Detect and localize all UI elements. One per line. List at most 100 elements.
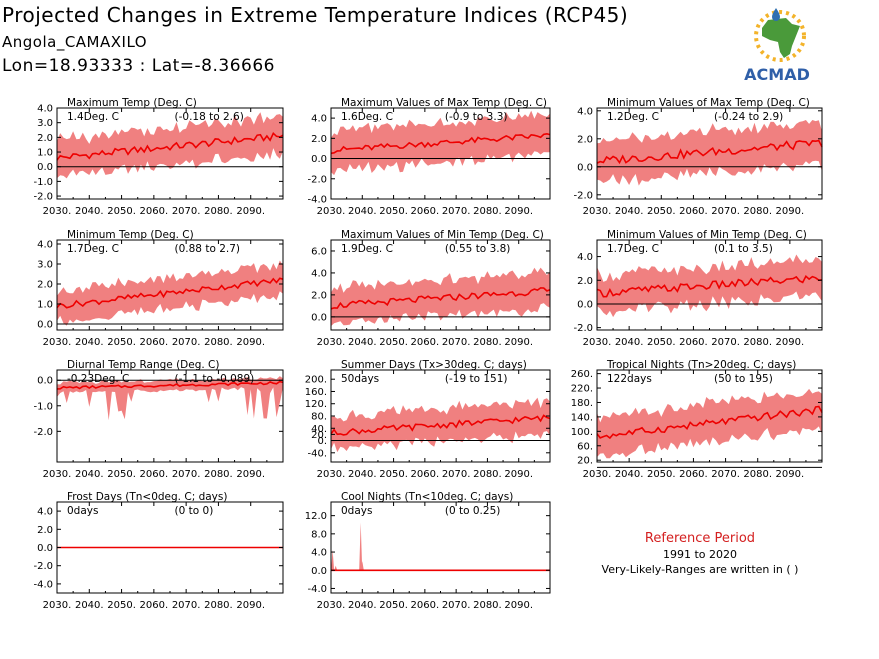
x-tick-label: 2080. <box>473 206 502 217</box>
range-label: (-1.1 to -0.089) <box>175 373 255 385</box>
chart-panel: -2.0 -1.0 0.0 2030. 2040. 2050. 2060. 2070. 2080… <box>33 359 284 480</box>
y-tick-label: 0.0 <box>37 162 53 173</box>
median-line <box>330 287 551 310</box>
y-tick-label: -1.0 <box>33 401 53 412</box>
x-tick-label: 2090. <box>776 206 805 217</box>
range-label: (0 to 0.25) <box>445 505 500 517</box>
value-label: 50days <box>341 373 379 385</box>
y-tick-label: 80. <box>311 412 327 423</box>
value-label: 1.4Deg. C <box>67 111 119 123</box>
y-tick-label: 4.0 <box>37 240 53 251</box>
median-line <box>596 139 823 165</box>
range-label: (-0.24 to 2.9) <box>714 111 783 123</box>
location-name: Angola_CAMAXILO <box>2 33 148 51</box>
range-band <box>597 120 822 186</box>
x-tick-label: 2080. <box>473 337 502 348</box>
range-band <box>57 112 283 179</box>
range-band <box>57 376 283 421</box>
chart-panel: -40.0.20.40.80. 120.160.200. 2030. 2040. 205… <box>305 359 551 480</box>
x-tick-label: 2070. <box>442 206 471 217</box>
value-label: 1.7Deg. C <box>607 243 659 255</box>
value-label: 1.2Deg. C <box>607 111 659 123</box>
x-tick-label: 2050. <box>107 600 136 611</box>
x-tick-label: 2050. <box>647 337 676 348</box>
x-tick-label: 2090. <box>236 600 265 611</box>
y-tick-label: 1.0 <box>37 300 53 311</box>
x-tick-label: 2070. <box>442 469 471 480</box>
y-tick-label: 120. <box>305 399 327 410</box>
y-tick-label: 2.0 <box>37 525 53 536</box>
x-tick-label: 2090. <box>236 206 265 217</box>
range-label: (0.55 to 3.8) <box>445 243 511 255</box>
x-tick-label: 2080. <box>743 469 772 480</box>
y-tick-label: -2.0 <box>33 192 53 203</box>
y-tick-label: 0.0 <box>37 543 53 554</box>
logo-text: ACMAD <box>744 65 810 84</box>
x-tick-label: 2070. <box>711 337 740 348</box>
spike <box>331 549 335 571</box>
y-tick-label: 8.0 <box>311 529 327 540</box>
chart-title: Minimum Values of Min Temp (Deg. C) <box>607 229 807 241</box>
chart-title: Minimum Temp (Deg. C) <box>67 229 194 241</box>
x-tick-label: 2080. <box>743 206 772 217</box>
y-tick-label: 4.0 <box>311 114 327 125</box>
y-tick-label: 2.0 <box>311 290 327 301</box>
y-tick-label: 160. <box>305 387 327 398</box>
chart-panel: -2.0 -1.0 0.0 1.0 2.0 3.0 4.0 2030. 2040. 2050. 20… <box>33 97 284 217</box>
page-title: Projected Changes in Extreme Temperature… <box>2 3 629 27</box>
y-tick-label: 4.0 <box>311 268 327 279</box>
y-tick-label: 0.0 <box>37 320 53 331</box>
y-tick-label: 4.0 <box>577 106 593 117</box>
y-tick-label: 100. <box>571 427 593 438</box>
x-tick-label: 2040. <box>348 469 377 480</box>
x-tick-label: 2060. <box>679 469 708 480</box>
drop-icon <box>772 8 780 21</box>
y-tick-label: 0. <box>317 436 327 447</box>
x-tick-label: 2040. <box>75 206 104 217</box>
chart-title: Cool Nights (Tn<10deg. C; days) <box>341 491 513 503</box>
x-tick-label: 2040. <box>75 337 104 348</box>
x-tick-label: 2040. <box>348 337 377 348</box>
y-tick-label: 0.0 <box>577 162 593 173</box>
x-tick-label: 2050. <box>379 469 408 480</box>
x-tick-label: 2070. <box>711 469 740 480</box>
x-tick-label: 2060. <box>411 337 440 348</box>
median-line <box>56 131 284 161</box>
x-tick-label: 2060. <box>140 206 169 217</box>
x-tick-label: 2030. <box>317 206 346 217</box>
y-tick-label: 200. <box>305 375 327 386</box>
y-tick-label: 260. <box>571 369 593 380</box>
x-tick-label: 2060. <box>411 206 440 217</box>
y-tick-label: -4.0 <box>307 195 327 206</box>
value-label: 1.9Deg. C <box>341 243 393 255</box>
x-tick-label: 2090. <box>504 600 533 611</box>
chart-panel: -4.0 0.0 4.0 8.0 12.0 2030. 2040. 2050. 2060. 207… <box>305 491 551 611</box>
median-line <box>596 275 823 298</box>
x-tick-label: 2060. <box>679 206 708 217</box>
x-tick-label: 2040. <box>75 469 104 480</box>
range-band <box>331 267 550 327</box>
y-tick-label: 3.0 <box>37 260 53 271</box>
x-tick-label: 2050. <box>379 337 408 348</box>
chart-title: Maximum Temp (Deg. C) <box>67 97 197 109</box>
x-tick-label: 2090. <box>236 337 265 348</box>
x-tick-label: 2090. <box>504 206 533 217</box>
y-tick-label: 2.0 <box>37 133 53 144</box>
range-label: (50 to 195) <box>714 373 773 385</box>
y-tick-label: -2.0 <box>573 323 593 334</box>
y-tick-label: 2.0 <box>37 280 53 291</box>
x-tick-label: 2050. <box>107 469 136 480</box>
x-tick-label: 2090. <box>236 469 265 480</box>
x-tick-label: 2040. <box>75 600 104 611</box>
y-tick-label: 0.0 <box>311 154 327 165</box>
x-tick-label: 2030. <box>583 337 612 348</box>
range-label: (-0.18 to 2.6) <box>175 111 244 123</box>
range-band <box>331 397 550 453</box>
x-tick-label: 2040. <box>348 206 377 217</box>
y-tick-label: 3.0 <box>37 118 53 129</box>
range-band <box>597 254 822 318</box>
x-tick-label: 2040. <box>348 600 377 611</box>
x-tick-label: 2030. <box>583 206 612 217</box>
median-line <box>330 132 551 155</box>
